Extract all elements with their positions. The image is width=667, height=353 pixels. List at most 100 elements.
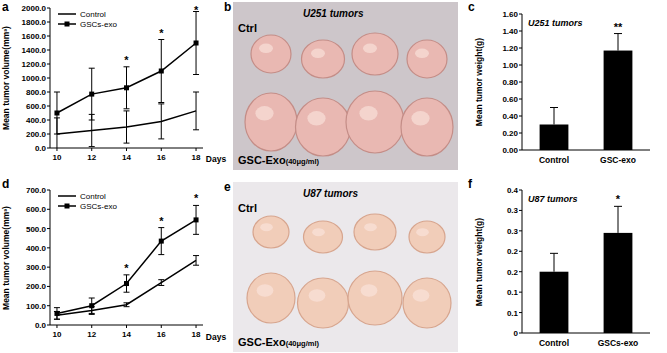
y-tick-label: 0.2: [507, 268, 519, 277]
tumor: [354, 214, 396, 250]
error-stem: [161, 104, 162, 139]
photo-panel: eU87 tumorsCtrlGSC-Exo(40μg/ml): [224, 180, 458, 352]
x-tick-label: 14: [122, 153, 131, 162]
tumor: [253, 216, 289, 248]
error-cap: [550, 107, 558, 108]
y-tick-label: 0.60: [502, 95, 518, 104]
error-cap: [550, 253, 558, 254]
y-tick: [519, 333, 522, 334]
marker: [194, 217, 199, 222]
error-cap: [124, 66, 130, 67]
x-tick-label: 12: [87, 153, 96, 162]
error-cap: [158, 227, 164, 228]
error-cap: [89, 313, 95, 314]
error-cap: [158, 39, 164, 40]
tumor-highlight: [363, 44, 377, 54]
y-tick-label: 200.0: [26, 130, 47, 139]
error-cap: [158, 285, 164, 286]
marker: [159, 69, 164, 74]
significance: **: [614, 21, 623, 33]
tumor-highlight: [307, 111, 325, 126]
y-tick: [47, 267, 50, 268]
marker: [54, 311, 59, 316]
y-tick: [519, 82, 522, 83]
y-tick: [47, 50, 50, 51]
y-tick-label: 400.0: [26, 244, 47, 253]
significance: *: [194, 4, 199, 16]
y-tick-label: 0.1: [507, 288, 519, 297]
y-tick-label: 800.0: [26, 88, 47, 97]
tumor: [247, 273, 295, 323]
error-bar: [54, 308, 60, 320]
y-tick: [47, 120, 50, 121]
y-tick-label: 1400.0: [22, 46, 47, 55]
y-tick: [47, 325, 50, 326]
y-tick-label: 300.0: [26, 263, 47, 272]
y-tick-label: 1600.0: [22, 32, 47, 41]
panel-label: d: [2, 177, 9, 191]
row-label: GSC-Exo(40μg/ml): [238, 336, 320, 348]
photo-panel: bU251 tumorsCtrlGSC-Exo(40μg/ml): [224, 0, 458, 170]
x-tick-label: 12: [87, 330, 96, 339]
tumor: [409, 221, 445, 253]
error-cap: [89, 298, 95, 299]
y-axis-label: Mean tumor weight(g): [474, 38, 484, 126]
legend-swatch: [58, 13, 76, 15]
tumor-highlight: [416, 228, 429, 236]
panel-label: c: [468, 0, 475, 14]
series-line: [57, 260, 196, 315]
x-tick: [56, 148, 57, 151]
marker: [124, 85, 129, 90]
error-bar: [193, 205, 199, 234]
y-tick-label: 1000.0: [22, 74, 47, 83]
y-tick: [519, 312, 522, 313]
y-tick-label: 200.0: [26, 282, 47, 291]
y-tick-label: 0.3: [507, 206, 519, 215]
error-bar: [158, 228, 164, 255]
y-axis: [50, 190, 51, 325]
tumor-highlight: [361, 284, 378, 297]
error-cap: [89, 314, 95, 315]
x-axis: [522, 150, 650, 151]
chart-title: U251 tumors: [528, 18, 583, 28]
error-stem: [618, 206, 619, 233]
error-stem: [554, 108, 555, 125]
error-stem: [618, 34, 619, 51]
bar: [540, 272, 569, 333]
marker: [124, 281, 129, 286]
y-tick-label: 0.00: [502, 146, 518, 155]
x-tick-label: 10: [53, 153, 62, 162]
error-cap: [54, 319, 60, 320]
row-label: Ctrl: [238, 22, 257, 34]
x-axis-label: Days: [206, 154, 227, 164]
error-cap: [89, 146, 95, 147]
tumor-highlight: [257, 284, 274, 297]
error-cap: [158, 102, 164, 103]
tumor: [407, 40, 447, 78]
y-tick: [519, 65, 522, 66]
tumor-highlight: [411, 111, 429, 126]
x-tick: [56, 325, 57, 328]
bar: [604, 233, 633, 333]
legend-label: Control: [80, 10, 106, 19]
tumor-highlight: [255, 106, 273, 121]
error-stem: [126, 303, 127, 307]
y-tick-label: 1.60: [502, 10, 518, 19]
row-label-main: GSC-Exo: [238, 154, 286, 166]
error-stem: [196, 92, 197, 130]
photo-background: [233, 2, 458, 170]
marker: [89, 92, 94, 97]
tumor: [245, 93, 297, 151]
x-tick: [196, 325, 197, 328]
tumor-highlight: [260, 223, 273, 231]
bar: [540, 125, 569, 151]
y-tick-label: 400.0: [26, 116, 47, 125]
tumor-highlight: [312, 228, 325, 236]
error-bar: [124, 303, 130, 307]
significance: *: [159, 215, 164, 227]
legend-label: GSCs-exo: [80, 202, 117, 211]
error-bar: [54, 92, 60, 134]
y-tick-label: 1.00: [502, 61, 518, 70]
error-bar: [124, 67, 130, 109]
significance: *: [124, 262, 129, 274]
